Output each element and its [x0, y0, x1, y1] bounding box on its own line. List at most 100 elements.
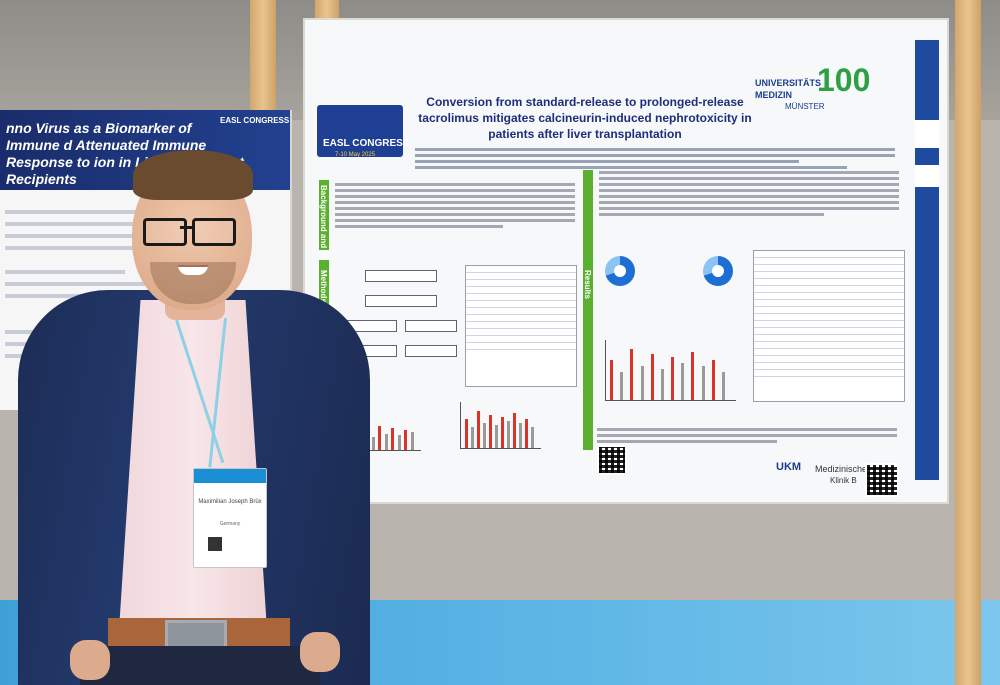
flow-diagram-box — [405, 345, 457, 357]
table-row — [466, 343, 576, 350]
text-line — [599, 213, 824, 216]
text-line — [5, 234, 145, 238]
text-line — [415, 154, 895, 157]
donut-chart — [703, 256, 733, 286]
wooden-stand-post — [955, 0, 981, 685]
table-row — [466, 336, 576, 343]
right-hand — [300, 632, 340, 672]
chart-bar — [483, 423, 486, 448]
name-badge: Maximilian Joseph Brüx Germany — [193, 468, 267, 568]
chart-bar — [507, 421, 510, 448]
text-line — [5, 270, 125, 274]
text-line — [5, 222, 145, 226]
table-row — [754, 363, 904, 370]
text-line — [415, 160, 799, 163]
regression-table — [753, 250, 905, 402]
neighbor-poster-congress: EASL CONGRESS — [220, 116, 290, 125]
text-line — [335, 219, 575, 222]
text-line — [599, 177, 899, 180]
chart-bar — [513, 412, 516, 448]
badge-qr-code — [208, 537, 222, 551]
bar-chart-small — [460, 402, 541, 449]
text-line — [599, 207, 899, 210]
table-row — [754, 314, 904, 321]
chart-bar — [397, 435, 401, 450]
glasses-bridge — [180, 226, 192, 229]
table-row — [754, 265, 904, 272]
text-line — [335, 183, 575, 186]
hair — [133, 150, 253, 200]
table-row — [466, 329, 576, 336]
congress-logo — [317, 105, 403, 157]
flow-diagram-box — [405, 320, 457, 332]
table-row — [754, 286, 904, 293]
table-row — [466, 315, 576, 322]
table-row — [754, 272, 904, 279]
chart-bar — [711, 360, 715, 400]
text-line — [335, 213, 575, 216]
chart-bar — [371, 436, 375, 450]
sidebar-qr — [915, 165, 939, 187]
chart-bar — [501, 416, 504, 448]
chart-bar — [671, 357, 674, 400]
chart-bar — [410, 432, 414, 450]
table-row — [466, 273, 576, 280]
clinic-name-line1: Medizinische — [815, 464, 868, 474]
university-name-line3: MÜNSTER — [785, 102, 825, 111]
table-row — [466, 294, 576, 301]
chart-bar — [681, 362, 685, 400]
chart-bar — [525, 419, 528, 448]
background-text — [335, 180, 575, 231]
table-row — [754, 300, 904, 307]
table-row — [466, 266, 576, 273]
badge-name: Maximilian Joseph Brüx — [198, 499, 262, 505]
text-line — [599, 183, 899, 186]
table-row — [754, 370, 904, 377]
text-line — [597, 428, 897, 431]
chart-bar — [620, 371, 624, 400]
table-row — [754, 356, 904, 363]
chart-bar — [465, 419, 468, 448]
ukm-logo: UKM — [776, 461, 802, 473]
university-name-line1: UNIVERSITÄTS — [755, 78, 822, 88]
chart-bar — [660, 368, 664, 400]
text-line — [335, 201, 575, 204]
chart-bar — [391, 428, 394, 450]
text-line — [5, 282, 145, 286]
table-row — [754, 251, 904, 258]
text-line — [335, 189, 575, 192]
text-line — [335, 195, 575, 198]
chart-bar — [691, 351, 695, 400]
results-text — [599, 168, 899, 219]
text-line — [335, 225, 503, 228]
section-bar-background — [319, 180, 329, 250]
glasses-left-lens — [143, 218, 187, 246]
main-poster: EASL CONGRESS 7-10 May 2025 Conversion f… — [305, 20, 947, 502]
table-row — [754, 279, 904, 286]
chart-bar — [384, 433, 388, 450]
section-bar-results — [583, 170, 593, 450]
chart-bar — [610, 360, 613, 400]
anniversary-logo: 100 — [817, 62, 871, 98]
table-row — [466, 280, 576, 287]
text-line — [335, 207, 575, 210]
qr-code — [597, 445, 627, 475]
flow-diagram-box — [365, 270, 437, 282]
clinic-name-line2: Klinik B — [830, 476, 857, 485]
left-hand — [70, 640, 110, 680]
text-line — [599, 201, 899, 204]
chart-bar — [640, 365, 644, 400]
badge-country: Germany — [219, 521, 241, 527]
text-line — [597, 440, 777, 443]
chart-bar — [471, 427, 474, 448]
text-line — [599, 195, 899, 198]
author-list — [415, 145, 895, 179]
patient-characteristics-table — [465, 265, 577, 387]
table-row — [754, 349, 904, 356]
sidebar-box — [915, 120, 939, 148]
table-row — [754, 328, 904, 335]
chart-bar — [477, 410, 480, 448]
table-row — [754, 335, 904, 342]
table-row — [466, 287, 576, 294]
